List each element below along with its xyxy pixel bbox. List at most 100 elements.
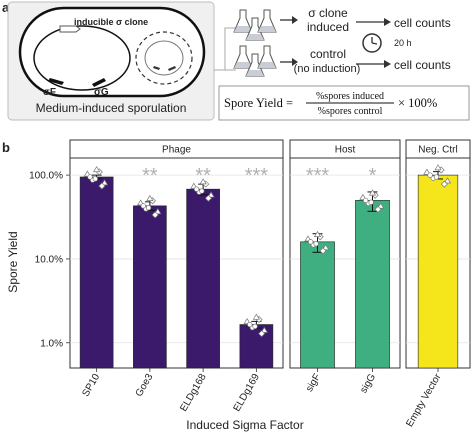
- data-point: [87, 174, 93, 180]
- data-point: [368, 199, 374, 205]
- facet-panel-neg-ctrl: Neg. Ctrl Empty Vector: [404, 139, 471, 429]
- data-point: [207, 191, 215, 198]
- data-point: [427, 172, 433, 178]
- data-point: [374, 205, 382, 213]
- connector-lines: [214, 27, 236, 71]
- cell-counts-control: cell counts: [394, 58, 451, 72]
- bar-chart: 1.0% 10.0% 100.0% Phage SP10 ** Goe3 ** ELDg168 *…: [29, 139, 471, 429]
- data-point: [440, 180, 448, 188]
- data-point: [204, 194, 212, 202]
- data-point: [433, 174, 440, 180]
- y-tick-label: 1.0%: [40, 338, 63, 349]
- formula-lhs: Spore Yield =: [224, 96, 293, 110]
- data-point: [151, 211, 159, 219]
- forespore-gene-marks: [153, 66, 176, 71]
- data-point: [313, 230, 322, 237]
- significance-marker: ***: [306, 165, 330, 187]
- control-label-line2: (no induction): [294, 63, 361, 75]
- x-tick-label: sigG: [358, 372, 378, 395]
- data-point: [377, 202, 385, 209]
- x-tick-label: ELDg168: [178, 372, 209, 414]
- bar: [186, 188, 220, 369]
- bar: [300, 241, 335, 369]
- data-point: [260, 326, 268, 333]
- forespore-chromosome: [144, 40, 184, 76]
- x-tick-label: sigF: [304, 372, 323, 394]
- data-point: [193, 186, 200, 192]
- data-point: [322, 244, 330, 251]
- sigma-f-label: σF: [43, 87, 56, 98]
- data-point: [92, 176, 98, 182]
- panel-b-label: b: [2, 140, 10, 155]
- significance-marker: ***: [245, 165, 269, 187]
- data-point: [313, 241, 319, 247]
- data-point: [258, 330, 266, 338]
- panel-a-label: a: [2, 0, 10, 15]
- significance-marker: **: [195, 165, 211, 187]
- spore-yield-formula: Spore Yield = %spores induced %spores co…: [218, 85, 470, 121]
- facet-panel-host: Host *** sigF * sigG: [289, 139, 401, 395]
- cell-counts-induced: cell counts: [394, 16, 451, 30]
- formula-rhs: × 100%: [398, 96, 437, 110]
- data-point: [199, 178, 207, 185]
- sigma-g-label: σG: [94, 87, 109, 98]
- x-axis-label: Induced Sigma Factor: [186, 418, 303, 432]
- data-point: [100, 179, 109, 186]
- sigma-g-gene-arrow: [92, 78, 106, 87]
- schematic-caption: Medium-induced sporulation: [36, 101, 187, 115]
- data-point: [145, 205, 152, 211]
- flask-icon: [233, 45, 253, 69]
- sigma-f-gene-arrow: [48, 78, 64, 85]
- data-point: [443, 177, 452, 184]
- control-label-line1: control: [310, 47, 346, 61]
- data-point: [252, 313, 260, 320]
- x-tick-label: Goe3: [134, 372, 156, 399]
- facet-title: Phage: [162, 145, 191, 156]
- y-tick-label: 100.0%: [29, 171, 63, 182]
- flask-icon: [257, 45, 277, 69]
- data-point: [98, 182, 106, 190]
- significance-marker: *: [369, 165, 377, 187]
- data-point: [199, 188, 205, 194]
- forespore: [135, 31, 193, 85]
- data-point: [434, 164, 442, 171]
- y-tick-label: 10.0%: [35, 254, 63, 265]
- cell-schematic: inducible σ clone σF σG Medium-induced s…: [7, 1, 215, 121]
- data-point: [140, 203, 146, 209]
- bar: [417, 174, 459, 369]
- flask-group-induced: [233, 9, 277, 41]
- data-point: [363, 197, 369, 203]
- flask-icon: [245, 53, 265, 77]
- data-point: [154, 208, 162, 215]
- bar: [79, 176, 114, 369]
- formula-denominator: %spores control: [318, 106, 383, 117]
- data-point: [252, 323, 258, 330]
- time-label: 20 h: [394, 38, 412, 48]
- y-axis-label: Spore Yield: [6, 231, 20, 292]
- clock-icon: [362, 33, 382, 53]
- bar: [239, 324, 274, 369]
- formula-numerator: %spores induced: [316, 91, 384, 102]
- data-point: [93, 166, 101, 173]
- data-point: [247, 321, 253, 328]
- flask-group-control: [233, 45, 277, 77]
- facet-title: Host: [335, 145, 356, 156]
- flask-icon: [257, 9, 277, 33]
- flask-icon: [233, 9, 253, 33]
- bar: [355, 200, 390, 369]
- facet-panel-phage: Phage SP10 ** Goe3 ** ELDg168 *** ELDg169: [69, 139, 284, 414]
- bar: [133, 205, 167, 369]
- chromosome-ring: [33, 25, 131, 91]
- data-point: [146, 194, 154, 201]
- x-tick-label: ELDg169: [232, 372, 263, 414]
- flask-icon: [245, 17, 265, 41]
- data-point: [308, 239, 314, 245]
- clone-insert-arrow: [59, 25, 81, 33]
- induced-label-line1: σ clone: [308, 6, 348, 20]
- induced-label-line2: induced: [307, 20, 349, 34]
- significance-marker: **: [142, 165, 158, 187]
- flow-arrows: [280, 16, 391, 68]
- data-point: [319, 247, 327, 255]
- x-tick-label: Empty Vector: [404, 371, 444, 429]
